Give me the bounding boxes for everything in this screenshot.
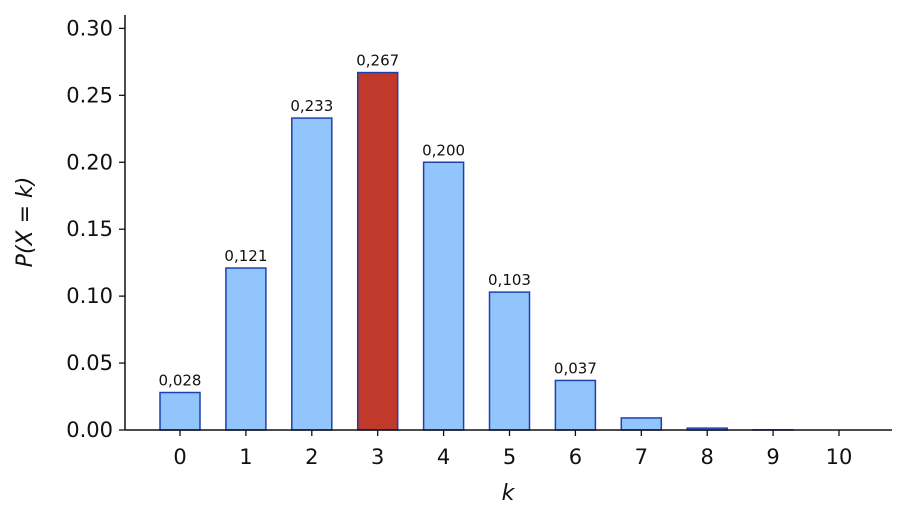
value-label: 0,103 (488, 271, 531, 289)
bar (488, 291, 531, 431)
value-label: 0,233 (290, 97, 333, 115)
y-tick-label: 0.10 (66, 284, 113, 308)
y-tick-label: 0.25 (66, 83, 113, 107)
bar (620, 417, 663, 431)
x-axis-label: k (502, 481, 516, 506)
value-label: 0,267 (356, 52, 399, 70)
x-tick-label: 1 (239, 445, 252, 469)
y-tick-label: 0.30 (66, 16, 113, 40)
x-tick-label: 0 (173, 445, 186, 469)
bar (291, 117, 333, 431)
bar (356, 71, 399, 431)
x-tick-label: 6 (569, 445, 582, 469)
value-label: 0,200 (422, 141, 465, 159)
x-tick-label: 10 (826, 445, 853, 469)
y-tick-label: 0.15 (66, 217, 113, 241)
bar (159, 391, 201, 431)
bar (422, 161, 465, 431)
x-tick-label: 4 (437, 445, 450, 469)
x-tick-label: 8 (701, 445, 714, 469)
x-tick-label: 9 (766, 445, 779, 469)
y-tick-label: 0.20 (66, 150, 113, 174)
y-tick-label: 0.05 (66, 351, 113, 375)
value-label: 0,037 (554, 359, 597, 377)
value-label: 0,028 (159, 372, 202, 390)
y-tick-label: 0.00 (66, 418, 113, 442)
x-tick-label: 3 (371, 445, 384, 469)
y-axis-label: P(X = k) (13, 177, 38, 268)
x-tick-label: 2 (305, 445, 318, 469)
x-tick-label: 7 (635, 445, 648, 469)
bar (225, 267, 267, 431)
value-label: 0,121 (224, 247, 267, 265)
bar (554, 379, 597, 431)
x-tick-label: 5 (503, 445, 516, 469)
